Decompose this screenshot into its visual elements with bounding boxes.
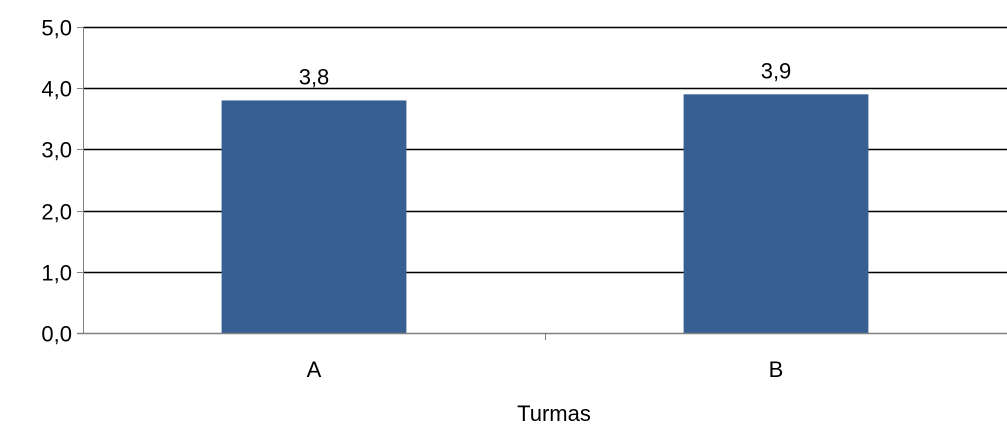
y-tick-label: 1,0 bbox=[41, 261, 72, 286]
x-axis-title: Turmas bbox=[517, 401, 591, 426]
x-tick-label: A bbox=[307, 357, 322, 382]
y-tick-label: 0,0 bbox=[41, 322, 72, 347]
y-tick-label: 2,0 bbox=[41, 200, 72, 225]
bar bbox=[683, 94, 869, 333]
x-tick-label: B bbox=[769, 357, 784, 382]
y-tick-label: 3,0 bbox=[41, 138, 72, 163]
bar bbox=[221, 100, 407, 333]
bar-data-label: 3,8 bbox=[299, 64, 330, 89]
axes bbox=[77, 27, 1007, 340]
bar-data-label: 3,9 bbox=[761, 58, 792, 83]
y-tick-label: 5,0 bbox=[41, 16, 72, 41]
bars bbox=[221, 94, 869, 333]
labels: 0,0 1,0 2,0 3,0 4,0 5,0 3,8 A 3,9 B bbox=[41, 16, 791, 383]
y-tick-label: 4,0 bbox=[41, 77, 72, 102]
